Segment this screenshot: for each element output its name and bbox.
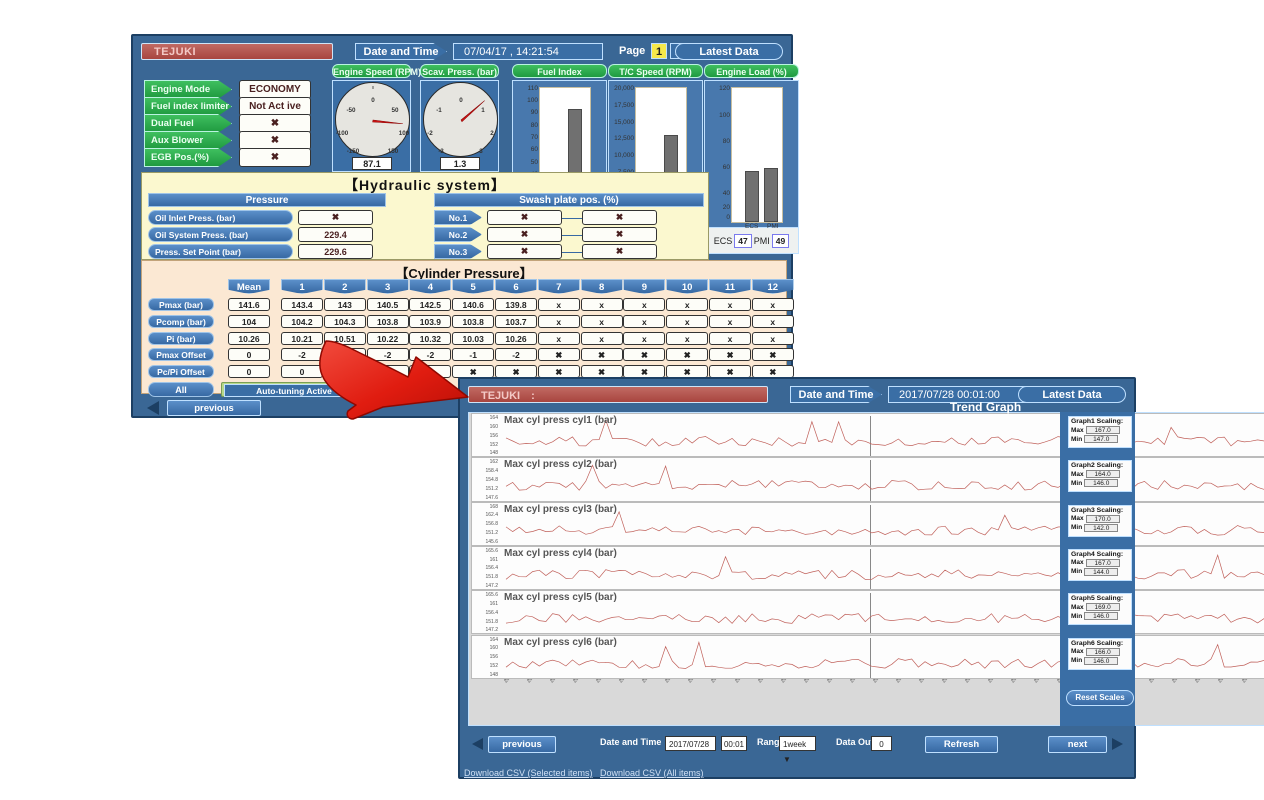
svg-text:-50: -50 [346,107,356,114]
svg-text:150: 150 [388,148,399,155]
svg-text:3: 3 [479,148,483,155]
svg-text:2: 2 [490,130,494,137]
svg-text:50: 50 [391,107,399,114]
svg-text:-3: -3 [438,148,444,155]
svg-text:0: 0 [459,97,463,104]
svg-text:-100: -100 [336,130,349,137]
svg-text:-150: -150 [347,148,360,155]
svg-text:1: 1 [481,107,485,114]
svg-text:100: 100 [399,130,410,137]
svg-text:-1: -1 [436,107,442,114]
svg-text:-2: -2 [427,130,433,137]
svg-text:0: 0 [371,97,375,104]
